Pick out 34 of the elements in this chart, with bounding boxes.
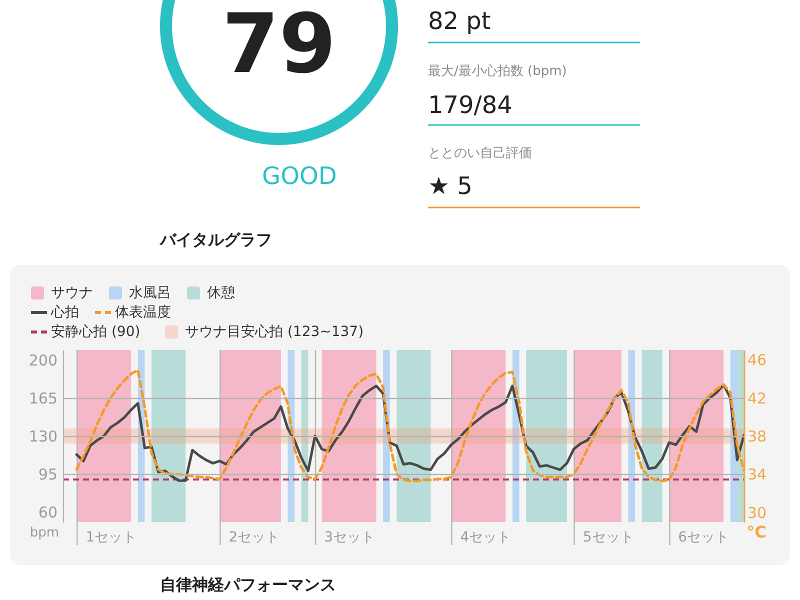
legend-label: サウナ (51, 285, 93, 301)
y-tick-label: 200 (28, 351, 58, 370)
y2-tick-label: 34 (748, 466, 767, 484)
y-tick-label: 165 (28, 389, 58, 408)
x-tick-label: 3セット (324, 530, 375, 546)
y-tick-label: 130 (28, 428, 58, 446)
y-tick-label: 60 (38, 504, 58, 522)
x-tick-label: 6セット (678, 530, 730, 546)
x-tick-label: 1セット (86, 530, 137, 546)
legend-label: 体表温度 (115, 304, 171, 320)
text: GOOD (262, 162, 337, 190)
text: 179/84 (428, 91, 512, 119)
x-tick-label: 5セット (582, 530, 634, 546)
y2-tick-label: 30 (748, 504, 767, 522)
x-tick-label: 4セット (460, 530, 512, 546)
legend-label: サウナ目安心拍 (123~137) (185, 324, 364, 340)
y2-tick-label: 38 (748, 428, 767, 446)
text: 最大/最小心拍数 (bpm) (428, 63, 567, 79)
legend-label: 休憩 (207, 285, 235, 301)
text: 82 pt (428, 7, 491, 35)
legend-label: 心拍 (50, 304, 79, 320)
legend-label: 安静心拍 (90) (51, 324, 140, 340)
legend-label: 水風呂 (129, 285, 171, 301)
x-tick-label: 2セット (228, 530, 280, 546)
text: ★ 5 (428, 172, 472, 200)
y-tick-label: 95 (38, 466, 58, 484)
y-axis-title: bpm (30, 526, 60, 540)
text: 79 (222, 0, 336, 92)
y2-tick-label: 42 (748, 389, 767, 408)
text: 自律神経パフォーマンス (160, 575, 336, 594)
y2-tick-label: 46 (748, 351, 767, 370)
y2-axis-title: °C (746, 522, 766, 542)
text: ととのい自己評価 (428, 146, 532, 161)
chart-title: バイタルグラフ (159, 230, 272, 249)
